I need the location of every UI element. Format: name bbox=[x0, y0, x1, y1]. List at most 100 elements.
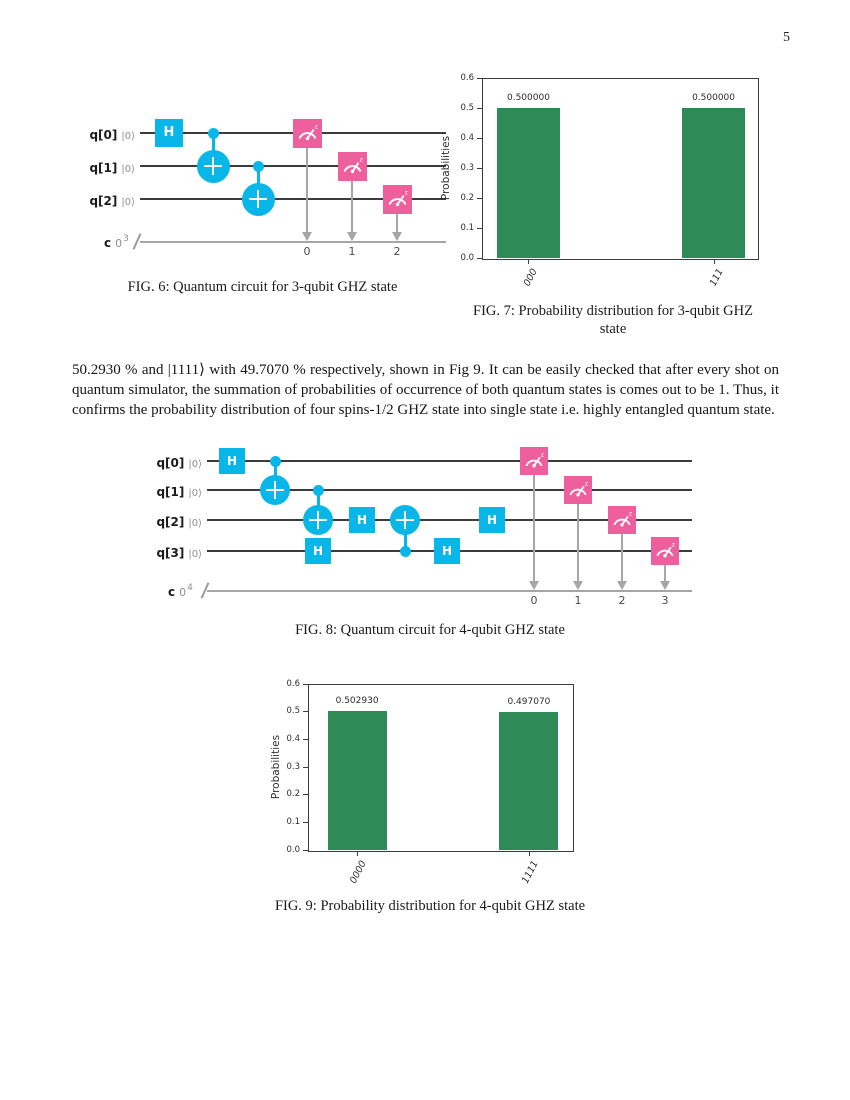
y-tick-label: 0.2 bbox=[460, 192, 474, 203]
y-tick-label: 0.1 bbox=[460, 222, 474, 233]
measure-gauge-icon: z bbox=[613, 510, 632, 527]
measure-arrow-line bbox=[306, 147, 308, 233]
ket-zero-label: |0⟩ bbox=[188, 549, 202, 560]
y-tick-mark bbox=[477, 257, 482, 259]
creg-index: 0 bbox=[179, 586, 187, 599]
measure-gauge-icon: z bbox=[298, 123, 317, 140]
y-tick-mark bbox=[477, 77, 482, 79]
cnot-connector bbox=[403, 520, 407, 551]
qubit-wire bbox=[207, 519, 692, 521]
creg-index: 0 bbox=[115, 237, 123, 250]
qubit-label: q[0] |0⟩ bbox=[154, 452, 202, 471]
measure-gauge-icon: z bbox=[656, 541, 675, 558]
measure-gate: z bbox=[292, 118, 322, 148]
y-tick-label: 0.3 bbox=[286, 761, 300, 772]
measure-arrow-line bbox=[621, 534, 623, 582]
h-gate: H bbox=[305, 538, 331, 564]
qubit-wire bbox=[207, 460, 692, 462]
y-tick-mark bbox=[477, 197, 482, 199]
plus-icon bbox=[249, 197, 267, 201]
qubit-register-name: q[1] bbox=[156, 485, 185, 499]
page-number: 5 bbox=[783, 30, 790, 45]
y-axis-label: Probabilities bbox=[440, 135, 452, 201]
svg-text:z: z bbox=[359, 156, 362, 163]
cnot-target bbox=[390, 505, 420, 535]
y-tick-label: 0.3 bbox=[460, 162, 474, 173]
y-tick-mark bbox=[477, 137, 482, 139]
svg-text:z: z bbox=[585, 480, 588, 487]
x-tick-mark bbox=[357, 851, 359, 856]
y-tick-label: 0.5 bbox=[460, 102, 474, 113]
measure-gate: z bbox=[564, 476, 592, 504]
bar-value-label: 0.500000 bbox=[506, 93, 550, 103]
qubit-register-name: q[1] bbox=[89, 161, 118, 175]
bar-0000 bbox=[327, 710, 387, 850]
bar-1111 bbox=[499, 712, 559, 850]
control-dot bbox=[399, 545, 411, 557]
ket-zero-label: |0⟩ bbox=[188, 518, 202, 529]
fig8-caption: FIG. 8: Quantum circuit for 4-qubit GHZ … bbox=[295, 622, 565, 638]
y-tick-mark bbox=[477, 107, 482, 109]
body-paragraph: 50.2930 % and |1111⟩ with 49.7070 % resp… bbox=[72, 362, 779, 418]
svg-text:z: z bbox=[672, 541, 675, 548]
measure-arrowhead bbox=[529, 581, 539, 590]
y-tick-mark bbox=[303, 683, 308, 685]
plus-icon bbox=[266, 488, 284, 492]
qubit-label: q[1] |0⟩ bbox=[86, 157, 135, 176]
classical-bit-label: 0 bbox=[303, 245, 311, 258]
measure-gate: z bbox=[337, 151, 367, 181]
cnot-target bbox=[241, 182, 275, 216]
control-dot bbox=[252, 160, 264, 172]
qubit-wire bbox=[140, 198, 446, 200]
y-tick-label: 0.5 bbox=[286, 706, 300, 717]
plus-icon bbox=[396, 518, 414, 522]
classical-bit-label: 1 bbox=[574, 594, 582, 607]
ket-zero-label: |0⟩ bbox=[121, 197, 135, 208]
measure-gate: z bbox=[608, 506, 636, 534]
y-tick-label: 0.1 bbox=[286, 816, 300, 827]
fig9-caption: FIG. 9: Probability distribution for 4-q… bbox=[274, 898, 586, 914]
ket-zero-label: |0⟩ bbox=[121, 164, 135, 175]
fig6-caption: FIG. 6: Quantum circuit for 3-qubit GHZ … bbox=[127, 279, 398, 295]
classical-bit-label: 2 bbox=[618, 594, 626, 607]
y-tick-mark bbox=[303, 794, 308, 796]
ket-zero-label: |0⟩ bbox=[188, 488, 202, 499]
y-tick-mark bbox=[303, 766, 308, 768]
creg-name: c bbox=[104, 236, 112, 250]
y-tick-label: 0.4 bbox=[286, 733, 300, 744]
cnot-target bbox=[303, 505, 333, 535]
h-gate: H bbox=[349, 507, 375, 533]
bar-value-label: 0.502930 bbox=[335, 695, 379, 706]
qubit-label: q[0] |0⟩ bbox=[86, 124, 135, 143]
plus-icon bbox=[309, 518, 327, 522]
y-tick-mark bbox=[477, 227, 482, 229]
measure-arrowhead bbox=[660, 581, 670, 590]
qubit-wire bbox=[140, 165, 446, 167]
fig7-caption: FIG. 7: Probability distribution for 3-q… bbox=[438, 302, 788, 338]
qubit-register-name: q[0] bbox=[89, 128, 118, 142]
y-tick-mark bbox=[303, 711, 308, 713]
qubit-label: q[2] |0⟩ bbox=[154, 511, 202, 530]
control-dot bbox=[207, 127, 219, 139]
control-dot bbox=[312, 484, 324, 496]
bar-000 bbox=[496, 108, 560, 258]
cnot-target bbox=[196, 149, 230, 183]
qubit-register-name: q[0] bbox=[156, 456, 185, 470]
h-gate: H bbox=[479, 507, 505, 533]
ket-zero-label: |0⟩ bbox=[188, 459, 202, 470]
h-gate: H bbox=[155, 119, 183, 147]
measure-arrow-line bbox=[664, 565, 666, 582]
creg-size: 3 bbox=[123, 234, 129, 244]
svg-text:z: z bbox=[404, 189, 407, 196]
y-tick-mark bbox=[303, 738, 308, 740]
control-dot bbox=[269, 455, 281, 467]
y-tick-mark bbox=[303, 821, 308, 823]
creg-name: c bbox=[168, 585, 176, 599]
measure-gauge-icon: z bbox=[525, 451, 544, 468]
measure-arrowhead bbox=[392, 232, 402, 241]
y-tick-mark bbox=[303, 849, 308, 851]
measure-arrowhead bbox=[573, 581, 583, 590]
y-tick-mark bbox=[477, 167, 482, 169]
measure-gate: z bbox=[651, 537, 679, 565]
